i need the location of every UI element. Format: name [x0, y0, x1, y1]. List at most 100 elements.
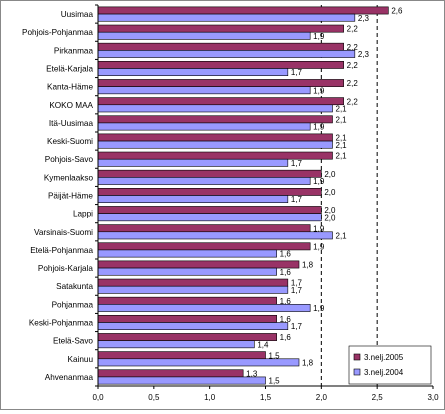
x-tick-label-0: 0,0: [92, 393, 104, 402]
bar-series1-0: [97, 6, 389, 15]
bar-series2-5: [97, 104, 333, 113]
bar-series1-6: [97, 115, 333, 124]
x-tick-label-1: 0,5: [148, 393, 160, 402]
category-label-7: Keski-Suomi: [47, 137, 93, 146]
bar-label-series2-19: 1,8: [302, 358, 314, 367]
bar-label-series1-3: 2,2: [347, 61, 359, 70]
bar-label-series1-9: 2,0: [324, 170, 336, 179]
bar-series2-7: [97, 140, 333, 149]
bar-series2-13: [97, 249, 277, 258]
bar-label-series2-12: 2,1: [336, 231, 348, 240]
bar-series2-17: [97, 322, 289, 330]
bar-label-series2-5: 2,1: [336, 104, 348, 113]
legend-box: [348, 345, 432, 385]
bar-series2-14: [97, 267, 277, 276]
category-label-9: Kymenlaakso: [44, 173, 94, 182]
bar-label-series2-7: 2,1: [336, 141, 348, 150]
bar-label-series1-5: 2,2: [347, 97, 359, 106]
bar-label-series2-0: 2,3: [358, 14, 370, 23]
bar-label-series2-18: 1,4: [257, 340, 269, 349]
bar-series2-9: [97, 177, 311, 185]
bar-label-series2-6: 1,9: [313, 123, 325, 132]
bar-series1-14: [97, 260, 300, 269]
bar-series1-18: [97, 333, 277, 341]
bar-series2-16: [97, 304, 311, 312]
bar-series2-1: [97, 31, 311, 40]
bar-label-series1-11: 2,0: [324, 206, 336, 215]
bar-series1-10: [97, 188, 322, 196]
category-label-18: Etelä-Savo: [53, 337, 93, 346]
bar-series1-5: [97, 97, 344, 106]
category-label-20: Ahvenanmaa: [45, 373, 94, 382]
bar-series1-15: [97, 278, 289, 287]
bar-label-series2-11: 2,0: [324, 213, 336, 222]
bar-label-series1-6: 2,1: [336, 115, 348, 124]
category-label-4: Kanta-Häme: [47, 83, 93, 92]
bar-series2-20: [97, 376, 266, 385]
bar-label-series1-8: 2,1: [336, 152, 348, 161]
category-label-5: KOKO MAA: [49, 101, 93, 110]
bar-series2-2: [97, 50, 356, 58]
category-label-14: Pohjois-Karjala: [38, 264, 94, 273]
bar-label-series1-20: 1,3: [246, 369, 258, 378]
bar-label-series2-15: 1,7: [291, 286, 303, 295]
bar-label-series1-15: 1,7: [291, 279, 303, 288]
bar-label-series2-14: 1,6: [280, 268, 292, 277]
category-label-15: Satakunta: [56, 282, 93, 291]
bar-label-series2-1: 1,9: [313, 32, 325, 41]
bar-series1-19: [97, 351, 266, 360]
bar-series1-3: [97, 60, 344, 69]
bar-series2-10: [97, 195, 289, 203]
category-label-1: Pohjois-Pohjanmaa: [22, 28, 93, 37]
x-tick-label-5: 2,5: [372, 393, 384, 402]
bar-label-series2-3: 1,7: [291, 68, 303, 77]
bar-series1-2: [97, 42, 344, 51]
bar-series2-0: [97, 13, 356, 22]
bar-label-series2-4: 1,9: [313, 86, 325, 95]
bar-label-series1-19: 1,5: [269, 351, 281, 360]
bar-label-series2-8: 1,7: [291, 159, 303, 168]
bar-label-series2-2: 2,3: [358, 50, 370, 59]
x-tick-label-3: 1,5: [260, 393, 272, 402]
bar-label-series1-7: 2,1: [336, 134, 348, 143]
bar-series2-12: [97, 231, 333, 240]
bar-label-series1-0: 2,6: [391, 7, 403, 16]
bar-series2-8: [97, 158, 289, 167]
bar-series2-3: [97, 68, 289, 76]
legend-swatch-1: [353, 368, 361, 376]
bar-series2-18: [97, 340, 255, 349]
bar-label-series1-13: 1,9: [313, 242, 325, 251]
bar-label-series2-20: 1,5: [269, 377, 281, 386]
bar-label-series1-17: 1,6: [280, 315, 292, 324]
bar-series1-12: [97, 224, 311, 233]
bar-series2-15: [97, 285, 289, 294]
bar-label-series2-16: 1,9: [313, 304, 325, 313]
bar-label-series2-17: 1,7: [291, 322, 303, 331]
bar-series1-9: [97, 169, 322, 178]
bar-series2-4: [97, 86, 311, 95]
x-tick-label-2: 1,0: [204, 393, 216, 402]
bar-series2-6: [97, 122, 311, 131]
category-label-0: Uusimaa: [61, 10, 94, 19]
bar-series2-11: [97, 213, 322, 222]
bar-label-series1-10: 2,0: [324, 188, 336, 197]
bar-series1-4: [97, 79, 344, 87]
bar-series1-17: [97, 314, 277, 323]
bar-label-series1-12: 1,9: [313, 224, 325, 233]
category-label-2: Pirkanmaa: [54, 46, 94, 55]
x-tick-label-4: 2,0: [316, 393, 328, 402]
bar-series1-7: [97, 133, 333, 142]
bar-label-series1-4: 2,2: [347, 79, 359, 88]
bar-label-series1-16: 1,6: [280, 297, 292, 306]
category-label-3: Etelä-Karjala: [46, 65, 93, 74]
bar-series1-20: [97, 369, 244, 378]
bar-label-series1-18: 1,6: [280, 333, 292, 342]
category-label-11: Lappi: [73, 210, 93, 219]
category-label-12: Varsinais-Suomi: [34, 228, 93, 237]
category-label-10: Päijät-Häme: [48, 192, 93, 201]
category-label-13: Etelä-Pohjanmaa: [30, 246, 93, 255]
legend-label-0: 3.nelj.2005: [364, 353, 404, 362]
bar-label-series2-9: 1,9: [313, 177, 325, 186]
category-label-6: Itä-Uusimaa: [49, 119, 94, 128]
